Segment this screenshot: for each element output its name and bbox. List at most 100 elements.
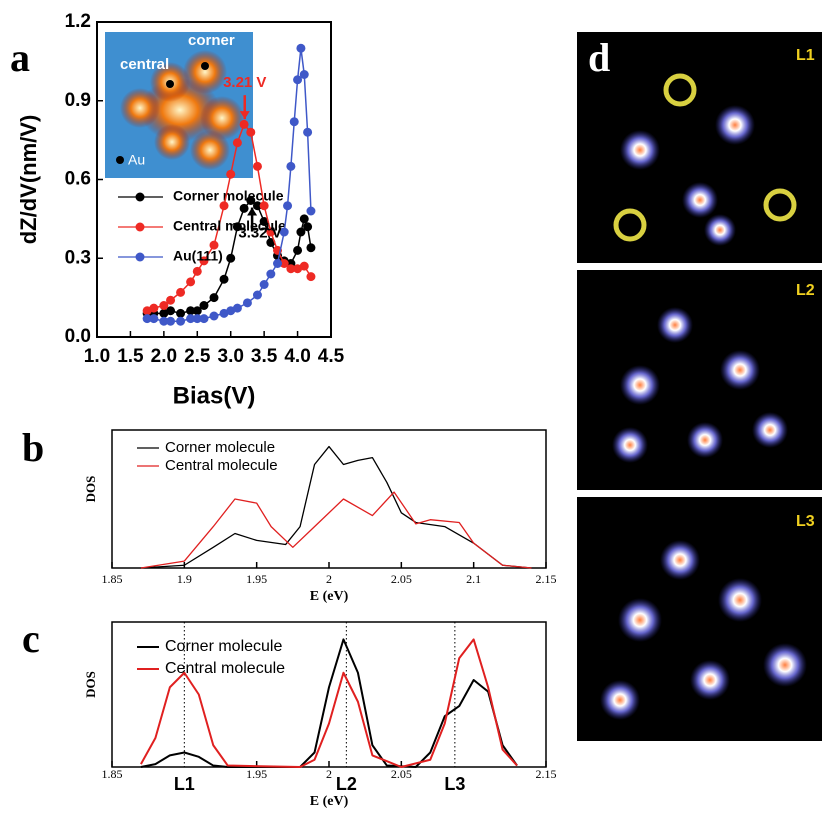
frame-label: L1 [796,47,815,64]
x-tick-label: 1.95 [246,767,267,781]
data-point [199,314,208,323]
legend-marker [136,253,145,262]
x-tick-label: 2.15 [536,572,557,586]
data-point [220,201,229,210]
x-tick-label: 2 [326,572,332,586]
data-point [290,117,299,126]
frame-label: L2 [796,282,815,299]
x-tick-label: 2.0 [151,346,177,367]
x-tick-label: 1.5 [117,346,144,367]
data-point [210,293,219,302]
data-point [293,246,302,255]
panel-label: d [588,35,610,80]
data-point [266,270,275,279]
data-point [226,254,235,263]
data-point [286,162,295,171]
x-tick-label: 2.05 [391,767,412,781]
data-point [300,214,309,223]
y-axis-label: DOS [83,476,98,503]
data-point [176,317,185,326]
annotation: 3.21 V [223,74,266,91]
data-point [233,138,242,147]
data-point [306,207,315,216]
y-tick-label: 0.6 [65,169,91,190]
x-axis-label: E (eV) [310,794,349,809]
x-tick-label: 1.95 [246,572,267,586]
y-tick-label: 0.0 [65,326,91,347]
data-point [176,309,185,318]
legend-marker [136,223,145,232]
y-axis-label: DOS [83,671,98,698]
data-point [149,314,158,323]
data-point [166,296,175,305]
data-point [253,162,262,171]
data-point [273,259,282,268]
level-label: L2 [336,774,357,794]
page: {"chart_data": [ {"type": "line", "panel… [0,0,828,815]
data-point [199,301,208,310]
x-tick-label: 4.5 [318,346,345,367]
x-axis-label: E (eV) [310,589,349,604]
data-point [193,267,202,276]
x-tick-label: 2.15 [536,767,557,781]
data-point [283,201,292,210]
legend-label: Corner molecule [173,188,284,204]
legend-label: Corner molecule [165,638,282,655]
y-tick-label: 0.9 [65,90,91,111]
data-point [240,204,249,213]
data-point [220,275,229,284]
legend-label: Central molecule [165,457,278,474]
inset-label: corner [188,32,235,49]
y-tick-label: 0.3 [65,247,91,268]
panel-label: a [10,35,30,80]
y-axis-label: dZ/dV(nm/V) [16,115,41,245]
x-tick-label: 1.0 [84,346,110,367]
data-point [186,277,195,286]
data-point [226,170,235,179]
figure: d 1.0 1.5 2.0 2.5 3.0 3.5 4.0 4.5 0.0 0.3 0.6 0.9 1.… [0,0,828,815]
data-point [306,243,315,252]
data-point [149,304,158,313]
data-point [303,128,312,137]
x-axis-label: Bias(V) [173,382,256,409]
level-label: L3 [444,774,465,794]
data-point [240,120,249,129]
data-point [260,201,269,210]
data-point [303,222,312,231]
inset-label: central [120,56,169,73]
data-point [246,128,255,137]
legend-label: Au(111) [173,248,223,264]
x-tick-label: 1.85 [102,572,123,586]
x-tick-label: 1.85 [102,767,123,781]
x-tick-label: 2 [326,767,332,781]
data-point [300,262,309,271]
x-tick-label: 2.1 [466,572,481,586]
frame-label: L3 [796,513,815,530]
data-point [210,312,219,321]
data-point [176,288,185,297]
x-tick-label: 3.0 [218,346,244,367]
level-label: L1 [174,774,195,794]
legend-label: Corner molecule [165,439,275,456]
x-tick-label: 3.5 [251,346,278,367]
series-line [141,639,517,767]
data-point [296,44,305,53]
x-tick-label: 2.5 [184,346,211,367]
data-point [166,317,175,326]
legend-marker [136,193,145,202]
data-point [233,304,242,313]
panel-label: b [22,425,44,470]
x-tick-label: 2.05 [391,572,412,586]
x-tick-label: 4.0 [284,346,310,367]
legend-label: Central molecule [165,660,285,677]
data-point [260,280,269,289]
data-point [253,291,262,300]
panel-label: c [22,616,40,661]
annotation: 3.32 V [238,225,281,242]
y-tick-label: 1.2 [65,11,91,32]
series-line [141,492,532,568]
inset-label: Au [128,152,145,168]
x-tick-label: 1.9 [177,572,192,586]
data-point [243,298,252,307]
data-point [306,272,315,281]
